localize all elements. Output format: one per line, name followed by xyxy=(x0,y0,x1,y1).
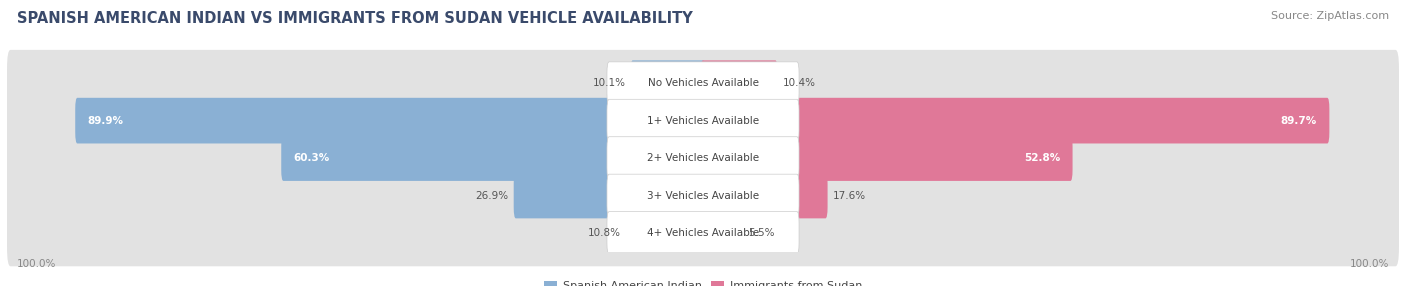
Text: 52.8%: 52.8% xyxy=(1024,153,1060,163)
Text: 5.5%: 5.5% xyxy=(748,228,775,238)
Text: 89.9%: 89.9% xyxy=(87,116,124,126)
FancyBboxPatch shape xyxy=(281,135,704,181)
FancyBboxPatch shape xyxy=(7,200,1399,266)
FancyBboxPatch shape xyxy=(702,60,778,106)
FancyBboxPatch shape xyxy=(607,212,799,254)
Text: 100.0%: 100.0% xyxy=(1350,259,1389,269)
FancyBboxPatch shape xyxy=(702,210,744,256)
Text: 1+ Vehicles Available: 1+ Vehicles Available xyxy=(647,116,759,126)
Text: 2+ Vehicles Available: 2+ Vehicles Available xyxy=(647,153,759,163)
Text: 26.9%: 26.9% xyxy=(475,190,509,200)
Text: 10.1%: 10.1% xyxy=(593,78,626,88)
Text: SPANISH AMERICAN INDIAN VS IMMIGRANTS FROM SUDAN VEHICLE AVAILABILITY: SPANISH AMERICAN INDIAN VS IMMIGRANTS FR… xyxy=(17,11,693,26)
Text: 3+ Vehicles Available: 3+ Vehicles Available xyxy=(647,190,759,200)
FancyBboxPatch shape xyxy=(626,210,704,256)
Text: Source: ZipAtlas.com: Source: ZipAtlas.com xyxy=(1271,11,1389,21)
Text: 10.8%: 10.8% xyxy=(588,228,621,238)
Text: No Vehicles Available: No Vehicles Available xyxy=(648,78,758,88)
FancyBboxPatch shape xyxy=(607,174,799,217)
FancyBboxPatch shape xyxy=(702,173,828,218)
Text: 4+ Vehicles Available: 4+ Vehicles Available xyxy=(647,228,759,238)
Text: 17.6%: 17.6% xyxy=(832,190,866,200)
FancyBboxPatch shape xyxy=(7,87,1399,154)
FancyBboxPatch shape xyxy=(7,50,1399,116)
Legend: Spanish American Indian, Immigrants from Sudan: Spanish American Indian, Immigrants from… xyxy=(544,281,862,286)
FancyBboxPatch shape xyxy=(607,137,799,179)
Text: 100.0%: 100.0% xyxy=(17,259,56,269)
FancyBboxPatch shape xyxy=(702,98,1330,144)
FancyBboxPatch shape xyxy=(7,125,1399,191)
FancyBboxPatch shape xyxy=(607,62,799,105)
Text: 10.4%: 10.4% xyxy=(782,78,815,88)
FancyBboxPatch shape xyxy=(76,98,704,144)
FancyBboxPatch shape xyxy=(7,162,1399,229)
FancyBboxPatch shape xyxy=(513,173,704,218)
Text: 60.3%: 60.3% xyxy=(294,153,330,163)
FancyBboxPatch shape xyxy=(607,99,799,142)
FancyBboxPatch shape xyxy=(631,60,704,106)
FancyBboxPatch shape xyxy=(702,135,1073,181)
Text: 89.7%: 89.7% xyxy=(1281,116,1317,126)
